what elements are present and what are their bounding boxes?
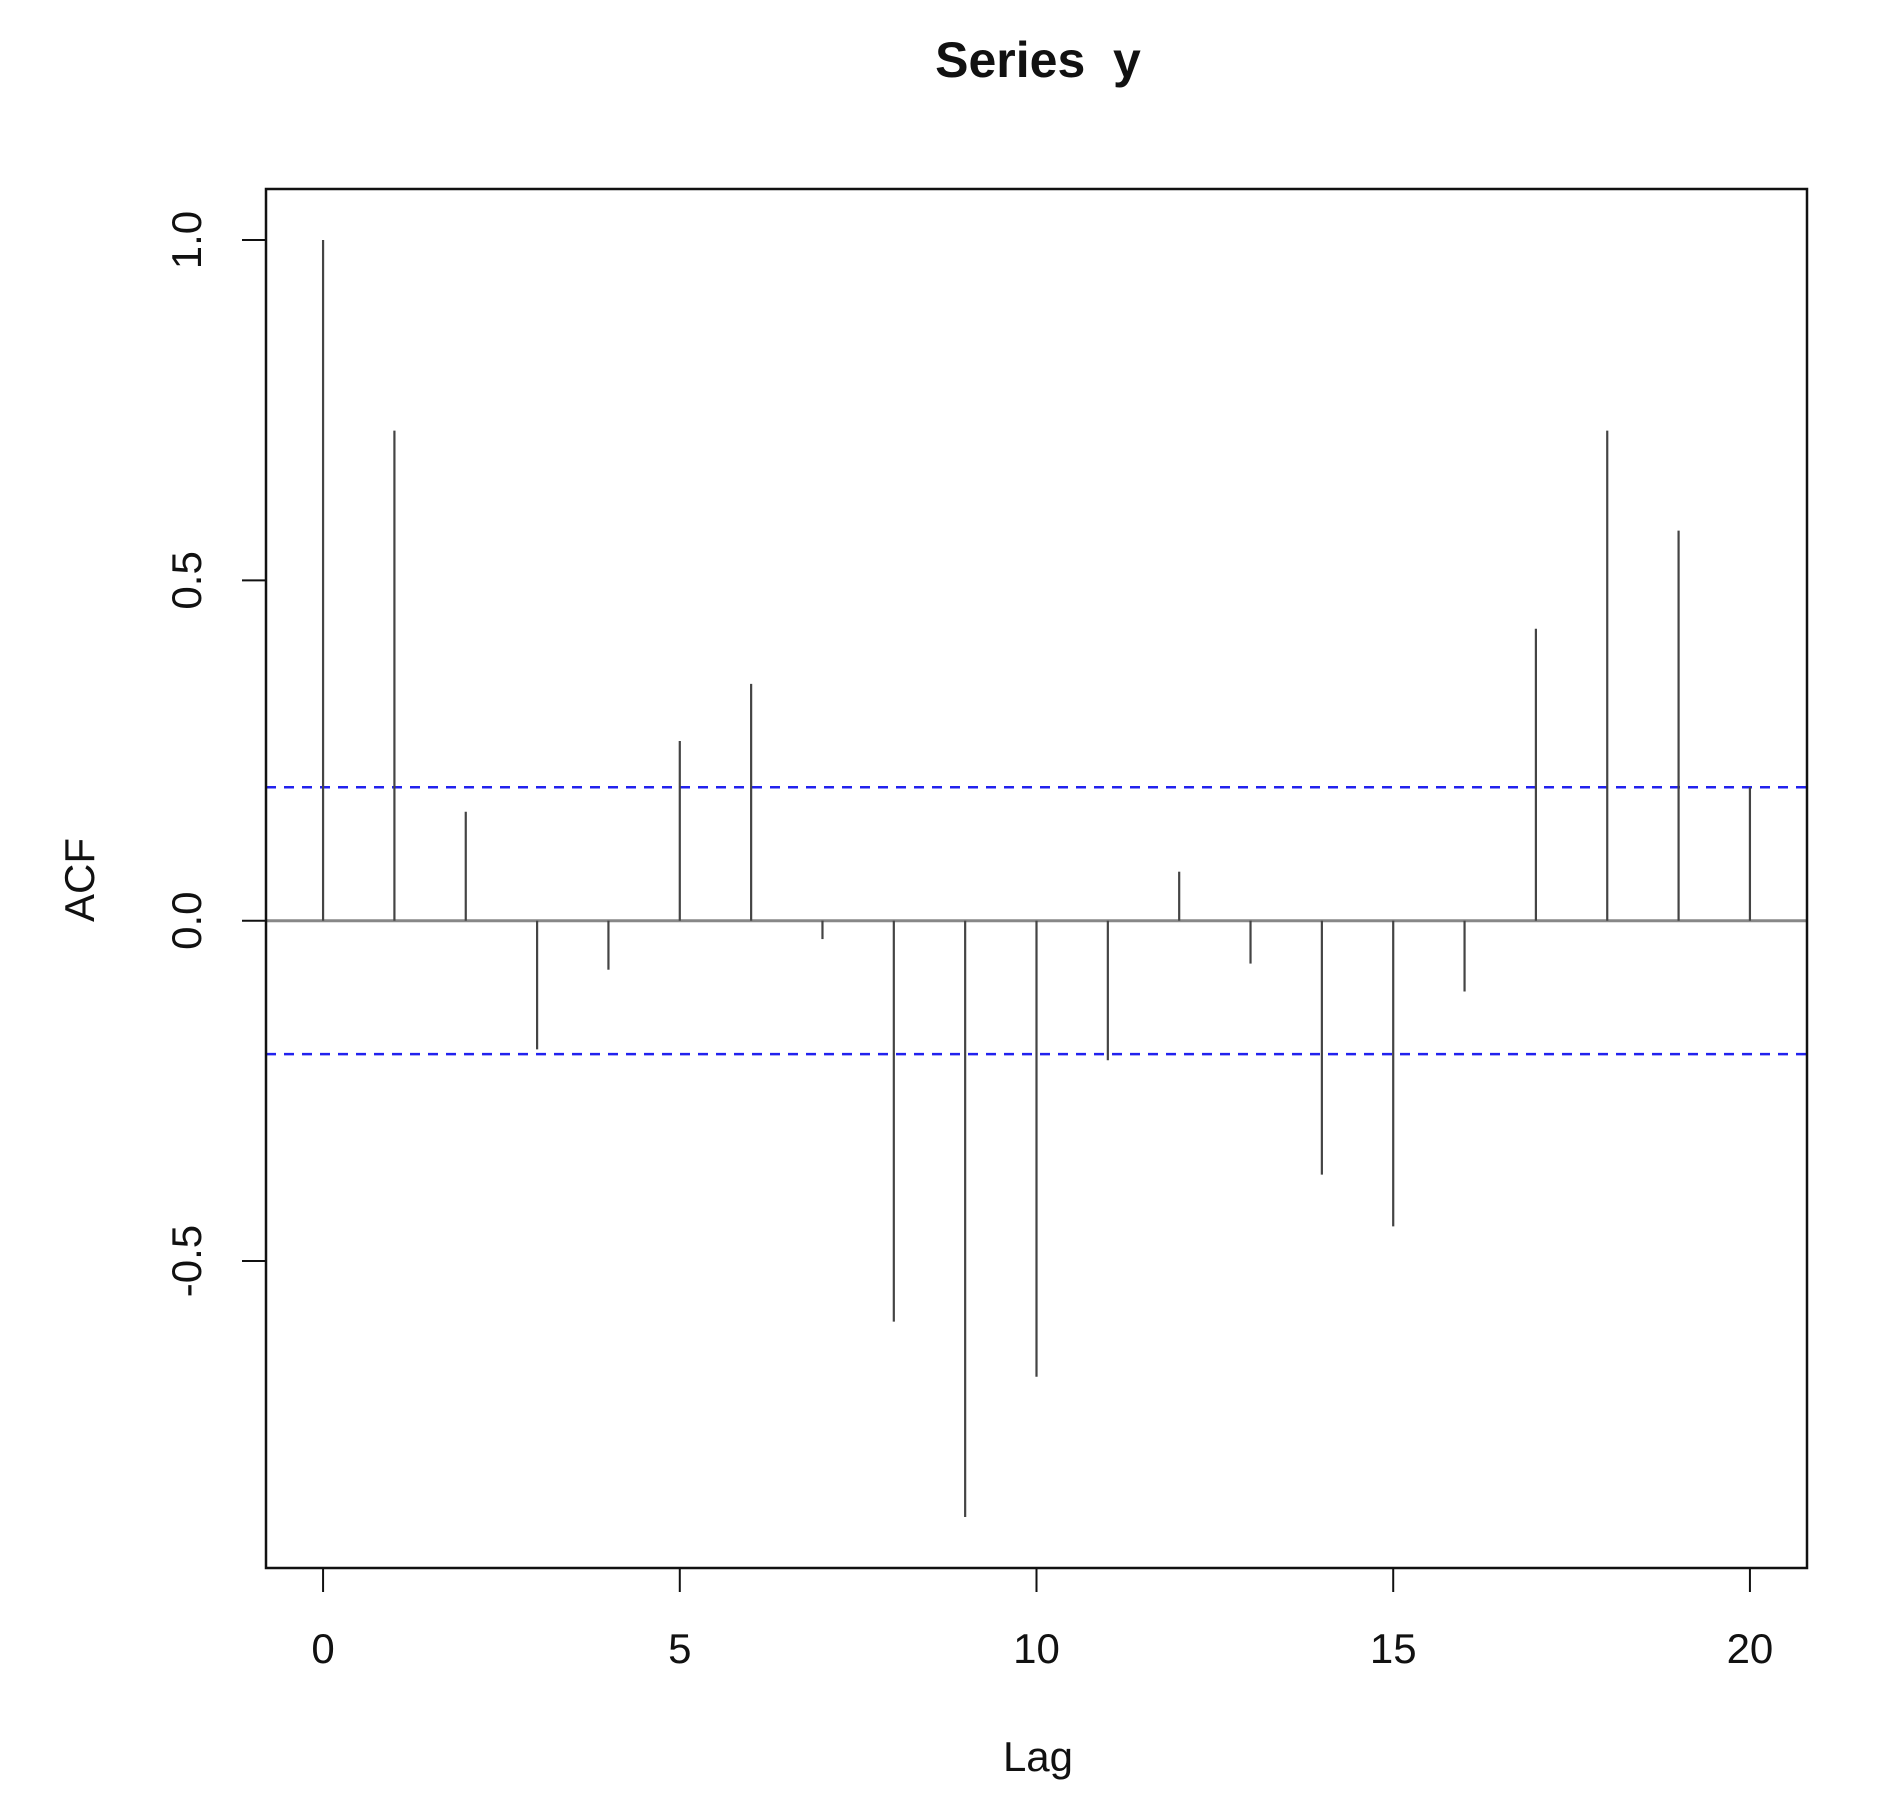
plot-frame [264, 187, 1809, 1570]
x-tick-label: 0 [311, 1625, 334, 1672]
x-tick-label: 15 [1370, 1625, 1417, 1672]
y-axis-label: ACF [56, 838, 103, 922]
x-tick-label: 10 [1013, 1625, 1060, 1672]
x-axis-label: Lag [1003, 1733, 1073, 1780]
y-tick-label: 0.5 [163, 551, 210, 609]
y-tick-label: -0.5 [163, 1225, 210, 1297]
x-tick-label: 20 [1727, 1625, 1774, 1672]
x-tick-label: 5 [668, 1625, 691, 1672]
chart-title: Series y [935, 32, 1141, 88]
y-tick-label: 0.0 [163, 892, 210, 950]
y-tick-label: 1.0 [163, 211, 210, 269]
